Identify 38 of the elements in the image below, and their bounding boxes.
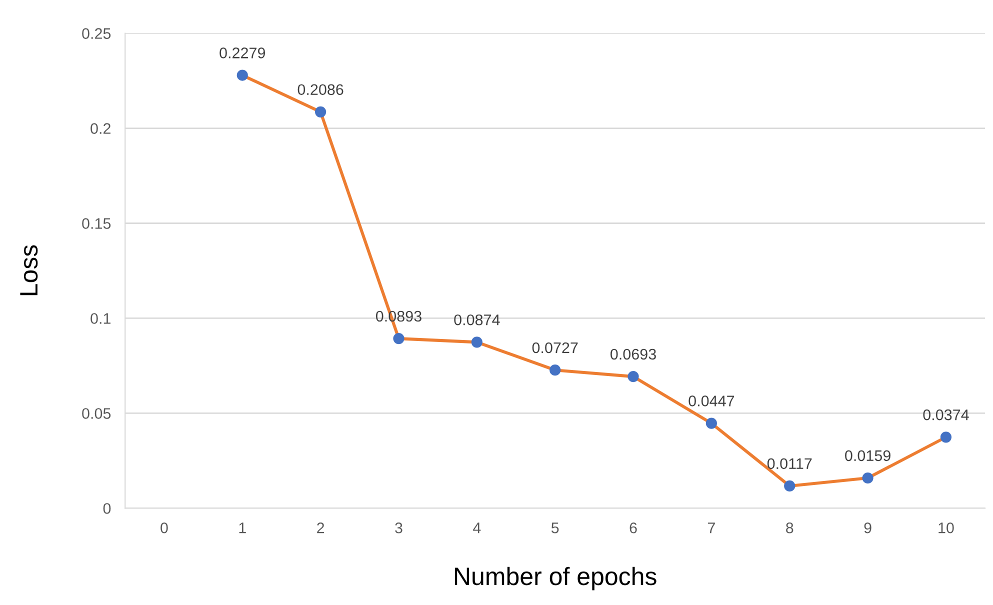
point [862,472,874,484]
point [393,333,404,344]
x-tick-label: 10 [938,522,954,534]
data-label: 0.2279 [220,48,266,58]
data-label: 0.0447 [688,396,734,406]
y-tick-label: 0.1 [90,313,110,324]
data-label: 0.0727 [532,342,578,354]
point [706,418,717,429]
y-tick-label: 0.25 [82,28,111,39]
point [628,370,639,382]
x-tick-label: 6 [630,522,637,534]
x-axis-title: Number of epochs [455,566,656,590]
point [940,432,952,443]
data-label: 0.0159 [845,450,890,462]
point [236,70,248,81]
x-tick-label: 1 [239,522,246,534]
x-tick-label: 7 [708,522,715,534]
data-label: 0.0374 [923,409,969,420]
point [471,336,482,348]
x-tick-label: 0 [160,522,168,534]
point [550,364,561,376]
y-tick-label: 0.05 [82,408,111,419]
data-label: 0.0693 [610,348,656,360]
x-tick-label: 3 [395,522,402,534]
x-tick-label: 4 [473,522,481,534]
data-label: 0.0117 [767,458,812,470]
y-tick-label: 0 [103,503,111,514]
point [315,106,326,118]
x-tick-label: 2 [317,522,324,534]
x-tick-label: 5 [551,522,559,534]
y-axis-title: Loss [20,245,38,296]
x-tick-label: 9 [864,522,872,534]
y-tick-label: 0.15 [82,218,111,229]
data-label: 0.0874 [454,314,500,326]
x-tick-label: 8 [786,522,794,534]
data-label: 0.2086 [298,84,344,96]
point [784,480,796,492]
y-tick-label: 0.2 [90,123,110,134]
